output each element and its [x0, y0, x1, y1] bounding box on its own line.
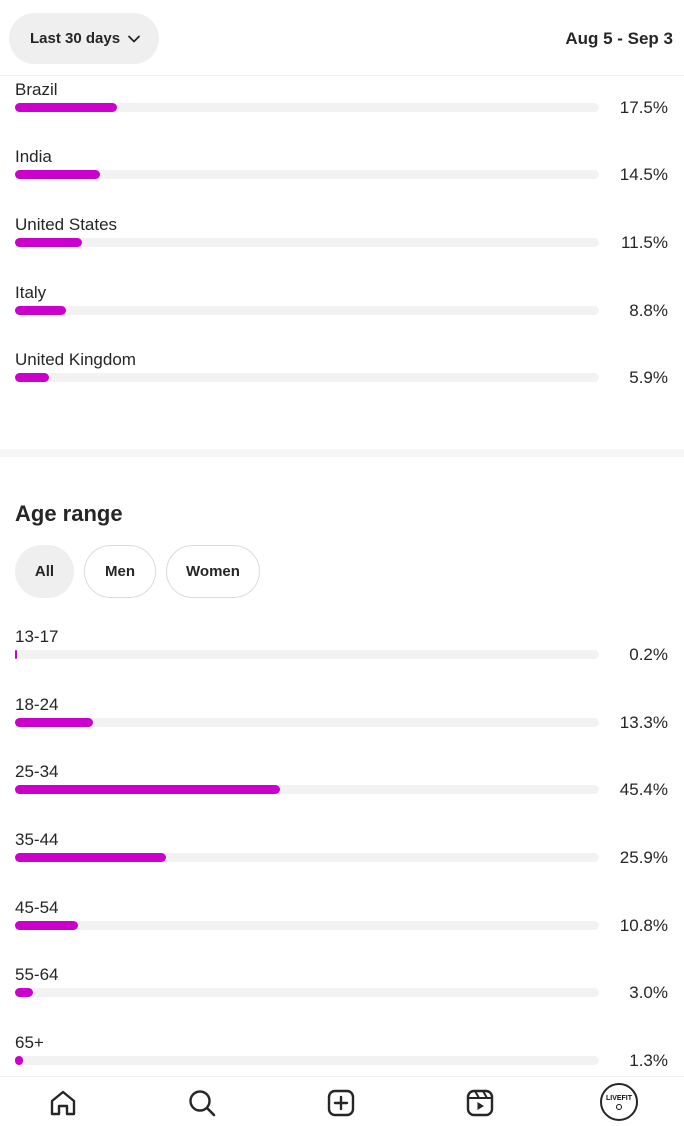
create-icon [327, 1089, 355, 1117]
age-row: 65+ 1.3% [15, 1033, 669, 1093]
location-bar-track [15, 373, 599, 382]
location-label: United Kingdom [15, 350, 136, 369]
location-bar [15, 373, 50, 382]
header: Last 30 days Aug 5 - Sep 3 [0, 0, 684, 76]
location-label: India [15, 147, 52, 166]
age-bar [15, 921, 79, 930]
age-label: 35-44 [15, 830, 59, 849]
age-label: 25-34 [15, 762, 59, 781]
date-range-dropdown[interactable]: Last 30 days [9, 13, 159, 64]
age-percent: 45.4% [619, 780, 668, 799]
age-bar-track [15, 988, 599, 997]
age-percent: 10.8% [619, 916, 668, 935]
location-bar [15, 238, 83, 247]
age-range-title: Age range [15, 501, 123, 526]
location-bar-track [15, 103, 599, 112]
avatar: LIVEFIT [600, 1083, 638, 1121]
location-percent: 17.5% [619, 98, 668, 117]
location-bar [15, 103, 118, 112]
location-percent: 11.5% [621, 233, 668, 252]
location-row: Brazil 17.5% [15, 80, 669, 140]
location-row: United States 11.5% [15, 215, 669, 275]
age-bar [15, 1056, 23, 1065]
age-bar-track [15, 650, 599, 659]
location-label: United States [15, 215, 118, 234]
age-bar-track [15, 1056, 599, 1065]
nav-home-button[interactable] [45, 1085, 81, 1121]
age-row: 35-44 25.9% [15, 830, 669, 890]
nav-reels-button[interactable] [462, 1085, 498, 1121]
filter-chip-men[interactable]: Men [84, 545, 156, 598]
avatar-logo-mark [616, 1103, 622, 1110]
age-percent: 1.3% [629, 1051, 668, 1070]
home-icon [50, 1090, 76, 1116]
nav-search-button[interactable] [184, 1085, 220, 1121]
age-label: 65+ [15, 1033, 44, 1052]
filter-chip-women[interactable]: Women [166, 545, 260, 598]
reels-icon [466, 1089, 494, 1117]
age-percent: 25.9% [619, 848, 668, 867]
search-icon [189, 1090, 216, 1117]
age-bar-track [15, 785, 599, 794]
age-label: 13-17 [15, 627, 59, 646]
location-percent: 8.8% [629, 301, 668, 320]
location-bar [15, 170, 100, 179]
age-label: 18-24 [15, 695, 59, 714]
location-bar-track [15, 238, 599, 247]
age-percent: 0.2% [629, 645, 668, 664]
location-row: India 14.5% [15, 147, 669, 207]
location-percent: 5.9% [629, 368, 668, 387]
age-bar [15, 718, 93, 727]
chevron-down-icon [128, 35, 140, 42]
age-row: 25-34 45.4% [15, 762, 669, 822]
date-range-dropdown-label: Last 30 days [30, 30, 121, 47]
filter-chip-all[interactable]: All [15, 545, 74, 598]
age-label: 45-54 [15, 898, 59, 917]
nav-profile-button[interactable]: LIVEFIT [600, 1083, 638, 1121]
date-range-text: Aug 5 - Sep 3 [565, 29, 673, 48]
nav-create-button[interactable] [323, 1085, 359, 1121]
age-row: 45-54 10.8% [15, 898, 669, 958]
location-percent: 14.5% [619, 165, 668, 184]
location-bar-track [15, 170, 599, 179]
age-row: 55-64 3.0% [15, 965, 669, 1025]
age-row: 18-24 13.3% [15, 695, 669, 755]
age-bar-track [15, 853, 599, 862]
age-row: 13-17 0.2% [15, 627, 669, 687]
section-divider [0, 449, 684, 457]
location-row: Italy 8.8% [15, 283, 669, 343]
location-bar [15, 306, 67, 315]
age-percent: 3.0% [629, 983, 668, 1002]
age-bar [15, 853, 167, 862]
age-bar [15, 650, 17, 659]
age-bar-track [15, 718, 599, 727]
age-bar-track [15, 921, 599, 930]
age-bar [15, 785, 281, 794]
location-label: Italy [15, 283, 47, 302]
bottom-nav: LIVEFIT [0, 1076, 684, 1126]
age-label: 55-64 [15, 965, 59, 984]
age-bar [15, 988, 33, 997]
age-percent: 13.3% [619, 713, 668, 732]
location-label: Brazil [15, 80, 58, 99]
location-row: United Kingdom 5.9% [15, 350, 669, 410]
location-bar-track [15, 306, 599, 315]
avatar-text: LIVEFIT [605, 1094, 633, 1102]
